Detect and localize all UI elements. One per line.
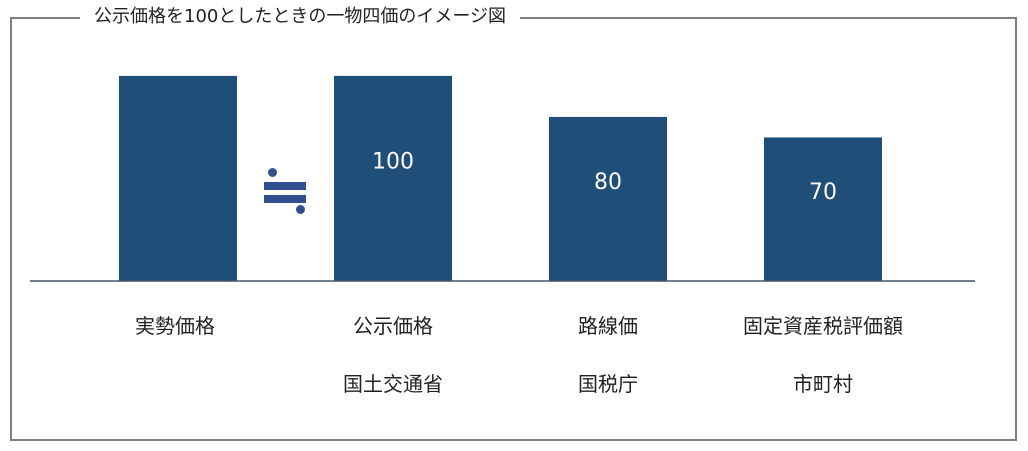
bar-value-label-2: 80 (594, 170, 622, 195)
bar-2 (549, 116, 667, 281)
category-label-fixed-asset-value: 固定資産税評価額 (743, 314, 903, 338)
approx-dot-top (268, 168, 277, 177)
approx-bar-bottom (264, 195, 306, 203)
category-label-route-price: 路線価 (578, 314, 638, 338)
approx-dot-bottom (296, 205, 305, 214)
source-label-mlit: 国土交通省 (343, 372, 443, 396)
bar-3 (764, 137, 882, 281)
bar-value-label-1: 100 (372, 149, 414, 174)
bar-value-label-3: 70 (809, 180, 837, 205)
category-label-public-price: 公示価格 (353, 314, 433, 338)
chart-title: 公示価格を100としたときの一物四価のイメージ図 (80, 4, 520, 30)
source-label-nta: 国税庁 (578, 372, 638, 396)
bar-0 (119, 75, 237, 282)
bar-1 (334, 75, 452, 282)
approx-bar-top (264, 182, 306, 190)
category-label-actual-price: 実勢価格 (135, 314, 215, 338)
source-label-municipality: 市町村 (793, 372, 853, 396)
